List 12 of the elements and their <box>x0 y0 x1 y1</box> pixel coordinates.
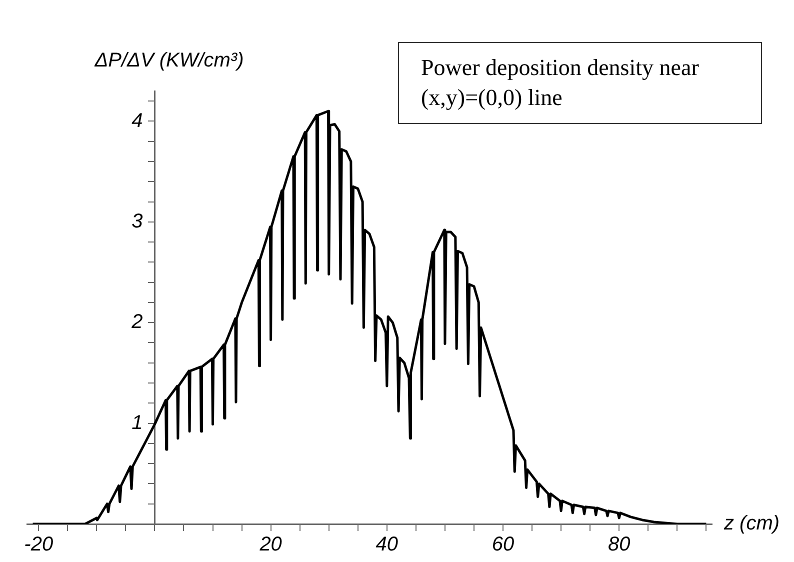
x-tick-label: 80 <box>608 534 630 556</box>
y-tick-label: 1 <box>132 412 143 434</box>
y-tick-label: 2 <box>130 311 143 334</box>
x-tick-label: -20 <box>24 534 54 556</box>
x-tick-label: 20 <box>258 534 282 556</box>
x-tick-label: 40 <box>376 534 398 556</box>
y-axis-title: ΔP/ΔV (KW/cm³) <box>94 50 244 72</box>
y-tick-label: 3 <box>132 210 143 232</box>
x-axis-title: z (cm) <box>723 512 780 535</box>
chart-title: Power deposition density near (x,y)=(0,0) line <box>398 42 762 124</box>
y-tick-label: 4 <box>132 110 143 132</box>
x-tick-label: 60 <box>492 534 514 556</box>
